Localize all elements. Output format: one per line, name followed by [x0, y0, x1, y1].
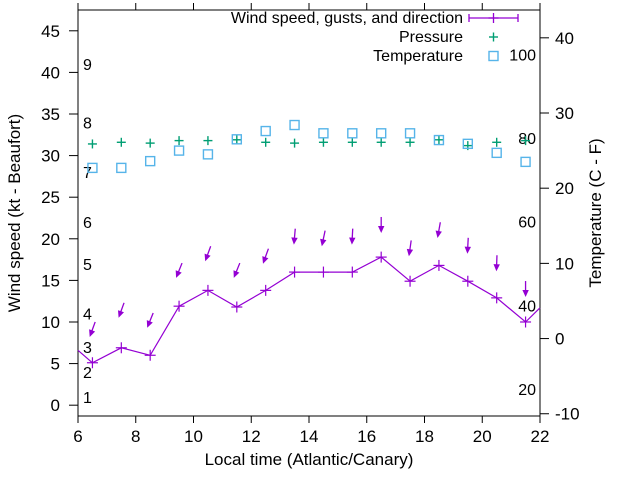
legend-label-pressure: Pressure	[399, 29, 463, 46]
temperature-point	[289, 119, 300, 131]
y-left-tick-label: 20	[41, 230, 60, 249]
left-axis-title: Wind speed (kt - Beaufort)	[5, 113, 24, 313]
wind-direction-arrowhead	[320, 238, 327, 247]
legend-label-wind: Wind speed, gusts, and direction	[231, 10, 463, 27]
beaufort-scale-label: 8	[83, 115, 92, 132]
beaufort-scale-label: 4	[83, 307, 92, 324]
temperature-point	[173, 145, 185, 156]
beaufort-scale-label: 2	[83, 365, 92, 382]
wind-direction-arrowhead	[435, 230, 442, 238]
beaufort-scale-label: 7	[83, 165, 92, 182]
wind-direction-arrowhead	[378, 226, 385, 233]
y-left-tick-label: 5	[51, 355, 60, 374]
fahrenheit-scale-label: 40	[518, 298, 536, 315]
y-left-tick-label: 15	[41, 271, 60, 290]
y-right-tick-label: 20	[555, 179, 574, 198]
temperature-point	[433, 134, 445, 146]
y-right-tick-label: 30	[555, 104, 574, 123]
temperature-point	[491, 147, 502, 159]
fahrenheit-scale-label: 100	[509, 47, 536, 64]
wind-direction-arrowhead	[204, 253, 211, 262]
temperature-point	[318, 128, 329, 139]
y-right-tick-label: -10	[555, 405, 580, 424]
wind-direction-arrowhead	[291, 237, 298, 245]
x-tick-label: 10	[184, 427, 203, 446]
beaufort-scale-label: 9	[83, 57, 92, 74]
fahrenheit-scale-label: 20	[518, 382, 536, 399]
x-axis-title: Local time (Atlantic/Canary)	[204, 450, 414, 469]
temperature-point	[404, 128, 416, 139]
wind-direction-arrowhead	[175, 270, 182, 278]
wind-direction-arrowhead	[493, 264, 500, 272]
wind-direction-arrowhead	[146, 320, 153, 328]
y-left-tick-label: 35	[41, 105, 60, 124]
x-tick-label: 20	[473, 427, 492, 446]
wind-direction-arrowhead	[464, 246, 471, 254]
x-tick-label: 16	[357, 427, 376, 446]
right-axis-title: Temperature (C - F)	[586, 138, 605, 288]
temperature-point	[116, 162, 127, 174]
x-tick-label: 6	[73, 427, 82, 446]
wind-direction-arrowhead	[118, 310, 124, 318]
temperature-point	[231, 134, 243, 145]
beaufort-scale-label: 5	[83, 257, 92, 274]
temperature-point	[144, 155, 156, 167]
legend-label-temperature: Temperature	[373, 48, 463, 65]
temperature-point	[260, 125, 271, 137]
x-tick-label: 12	[242, 427, 261, 446]
beaufort-scale-label: 6	[83, 215, 92, 232]
fahrenheit-scale-label: 80	[518, 131, 536, 148]
wind-direction-arrowhead	[349, 237, 356, 245]
x-tick-label: 18	[415, 427, 434, 446]
beaufort-scale-label: 1	[83, 390, 92, 407]
wind-line	[77, 256, 541, 364]
wind-direction-arrowhead	[233, 270, 240, 278]
y-left-tick-label: 0	[51, 396, 60, 415]
fahrenheit-scale-label: 60	[518, 214, 536, 231]
y-left-tick-label: 30	[41, 147, 60, 166]
temperature-point	[375, 128, 387, 139]
y-right-tick-label: 10	[555, 254, 574, 273]
y-right-tick-label: 0	[555, 330, 564, 349]
beaufort-scale-label: 3	[83, 340, 92, 357]
x-tick-label: 8	[131, 427, 140, 446]
y-left-tick-label: 10	[41, 313, 60, 332]
wind-direction-arrowhead	[89, 329, 96, 337]
x-tick-label: 22	[531, 427, 550, 446]
y-left-tick-label: 45	[41, 22, 60, 41]
temperature-point	[87, 162, 98, 174]
y-right-tick-label: 40	[555, 29, 574, 48]
temperature-point	[202, 149, 214, 160]
wind-direction-arrowhead	[406, 248, 414, 257]
temperature-point	[462, 138, 474, 150]
wind-direction-arrowhead	[262, 256, 269, 264]
temperature-point	[347, 128, 358, 139]
temperature-point	[520, 156, 531, 168]
legend-marker-temperature	[488, 50, 499, 62]
y-left-tick-label: 40	[41, 63, 60, 82]
y-left-tick-label: 25	[41, 188, 60, 207]
x-tick-label: 14	[300, 427, 319, 446]
wind-direction-arrowhead	[522, 290, 529, 297]
